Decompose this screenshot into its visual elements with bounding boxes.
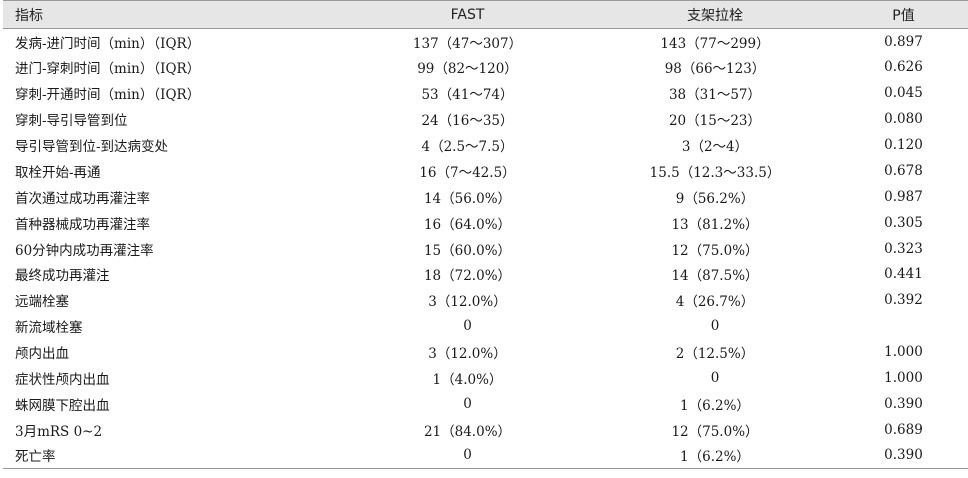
row-stent-value: 13（81.2%） xyxy=(671,216,759,233)
row-p-value xyxy=(830,313,968,339)
row-stent-value: 20（15～23） xyxy=(668,113,762,130)
row-p-value: 0.305 xyxy=(884,214,923,231)
header-indicator: 指标 xyxy=(3,0,335,29)
table-row: 症状性颅内出血 1（4.0%） 0 1.000 xyxy=(3,365,968,391)
row-stent-value: 0 xyxy=(710,318,720,335)
row-p-value: 0.080 xyxy=(884,111,923,128)
table-row: 穿刺-导引导管到位 24（16～35） 20（15～23） 0.080 xyxy=(3,106,968,132)
row-p-value: 0.045 xyxy=(884,85,923,102)
row-stent-value: 0 xyxy=(710,370,720,387)
table-row: 穿刺-开通时间（min）（IQR） 53（41～74） 38（31～57） 0.045 xyxy=(3,80,968,106)
row-stent-value: 3（2～4） xyxy=(681,139,749,155)
row-stent-value: 4（26.7%） xyxy=(675,294,755,311)
table-row: 最终成功再灌注 18（72.0%） 14（87.5%） 0.441 xyxy=(3,262,968,288)
row-indicator: 最终成功再灌注 xyxy=(15,268,110,285)
row-indicator: 颅内出血 xyxy=(15,346,69,363)
row-fast-value: 21（84.0%） xyxy=(423,423,512,440)
table-row: 颅内出血 3（12.0%） 2（12.5%） 1.000 xyxy=(3,339,968,365)
row-p-value: 0.626 xyxy=(884,59,923,76)
row-p-value: 1.000 xyxy=(884,370,923,387)
row-indicator: 远端栓塞 xyxy=(15,294,69,311)
table-row: 首种器械成功再灌注率 16（64.0%） 13（81.2%） 0.305 xyxy=(3,210,968,236)
row-fast-value: 3（12.0%） xyxy=(428,294,507,311)
row-indicator: 蛛网膜下腔出血 xyxy=(15,397,110,414)
row-fast-value: 0 xyxy=(335,442,600,470)
row-indicator: 导引导管到位-到达病变处 xyxy=(15,139,169,155)
row-p-value: 0.678 xyxy=(884,162,923,179)
row-indicator: 症状性颅内出血 xyxy=(15,372,110,389)
row-fast-value: 53（41～74） xyxy=(421,87,514,104)
row-p-value: 0.390 xyxy=(830,442,968,470)
row-indicator: 3月mRS 0~2 xyxy=(15,423,103,440)
row-indicator: 穿刺-开通时间（min）（IQR） xyxy=(15,87,201,104)
row-fast-value: 137（47～307） xyxy=(412,35,523,52)
row-stent-value: 1（6.2%） xyxy=(680,397,750,414)
comparison-table: 指标 FAST 支架拉栓 P值 发病-进门时间（min）（IQR） 137（47～… xyxy=(3,0,968,470)
row-fast-value: 99（82～120） xyxy=(417,61,518,78)
row-indicator: 新流域栓塞 xyxy=(15,320,83,337)
row-stent-value: 12（75.0%） xyxy=(671,423,759,440)
table-row: 发病-进门时间（min）（IQR） 137（47～307） 143（77～299） 0… xyxy=(3,29,968,55)
row-stent-value: 12（75.0%） xyxy=(671,242,759,259)
row-p-value: 0.689 xyxy=(884,421,923,438)
table-row: 3月mRS 0~2 21（84.0%） 12（75.0%） 0.689 xyxy=(3,417,968,443)
table-row: 新流域栓塞 0 0 xyxy=(3,313,968,339)
row-indicator: 60分钟内成功再灌注率 xyxy=(15,242,154,259)
row-stent-value: 2（12.5%） xyxy=(675,346,755,363)
row-p-value: 0.390 xyxy=(884,395,923,412)
row-p-value: 0.441 xyxy=(884,266,923,283)
table-row: 导引导管到位-到达病变处 4（2.5～7.5） 3（2～4） 0.120 xyxy=(3,132,968,158)
row-p-value: 1.000 xyxy=(884,344,923,361)
row-indicator: 死亡率 xyxy=(3,442,335,470)
row-indicator: 穿刺-导引导管到位 xyxy=(15,113,128,130)
table-row: 60分钟内成功再灌注率 15（60.0%） 12（75.0%） 0.323 xyxy=(3,236,968,262)
table-body: 发病-进门时间（min）（IQR） 137（47～307） 143（77～299） 0… xyxy=(3,29,968,470)
row-p-value: 0.392 xyxy=(884,292,923,309)
header-p-value: P值 xyxy=(830,0,968,29)
row-indicator: 进门-穿刺时间（min）（IQR） xyxy=(15,61,201,78)
header-stent: 支架拉栓 xyxy=(600,0,830,29)
header-fast: FAST xyxy=(335,0,600,29)
header-row: 指标 FAST 支架拉栓 P值 xyxy=(3,0,968,29)
row-fast-value: 15（60.0%） xyxy=(423,242,512,259)
row-fast-value: 18（72.0%） xyxy=(423,268,512,285)
row-indicator: 发病-进门时间（min）（IQR） xyxy=(15,35,201,52)
row-stent-value: 15.5（12.3～33.5） xyxy=(649,164,781,181)
row-indicator: 取栓开始-再通 xyxy=(15,164,101,181)
row-stent-value: 98（66～123） xyxy=(664,61,766,78)
row-fast-value: 3（12.0%） xyxy=(428,346,507,363)
row-fast-value: 24（16～35） xyxy=(421,113,514,130)
row-p-value: 0.323 xyxy=(884,240,923,257)
table-row: 取栓开始-再通 16（7～42.5） 15.5（12.3～33.5） 0.678 xyxy=(3,158,968,184)
table-row: 死亡率 0 1（6.2%） 0.390 xyxy=(3,442,968,470)
table-row: 首次通过成功再灌注率 14（56.0%） 9（56.2%） 0.987 xyxy=(3,184,968,210)
row-fast-value: 0 xyxy=(463,395,472,412)
table-row: 蛛网膜下腔出血 0 1（6.2%） 0.390 xyxy=(3,391,968,417)
row-stent-value: 9（56.2%） xyxy=(675,190,755,207)
row-p-value: 0.987 xyxy=(884,188,923,205)
row-stent-value: 143（77～299） xyxy=(660,35,770,52)
row-fast-value: 0 xyxy=(463,318,472,335)
table-row: 进门-穿刺时间（min）（IQR） 99（82～120） 98（66～123） 0.6… xyxy=(3,54,968,80)
row-p-value: 0.120 xyxy=(884,137,923,153)
row-indicator: 首次通过成功再灌注率 xyxy=(15,190,150,207)
table-row: 远端栓塞 3（12.0%） 4（26.7%） 0.392 xyxy=(3,287,968,313)
row-stent-value: 14（87.5%） xyxy=(671,268,759,285)
row-fast-value: 16（7～42.5） xyxy=(419,164,516,181)
row-stent-value: 1（6.2%） xyxy=(600,442,830,470)
table-header: 指标 FAST 支架拉栓 P值 xyxy=(3,0,968,29)
row-stent-value: 38（31～57） xyxy=(668,87,762,104)
row-indicator: 首种器械成功再灌注率 xyxy=(15,216,150,233)
row-fast-value: 4（2.5～7.5） xyxy=(421,139,514,155)
row-fast-value: 14（56.0%） xyxy=(423,190,512,207)
row-p-value: 0.897 xyxy=(884,33,923,50)
row-fast-value: 1（4.0%） xyxy=(432,372,503,389)
row-fast-value: 16（64.0%） xyxy=(423,216,512,233)
